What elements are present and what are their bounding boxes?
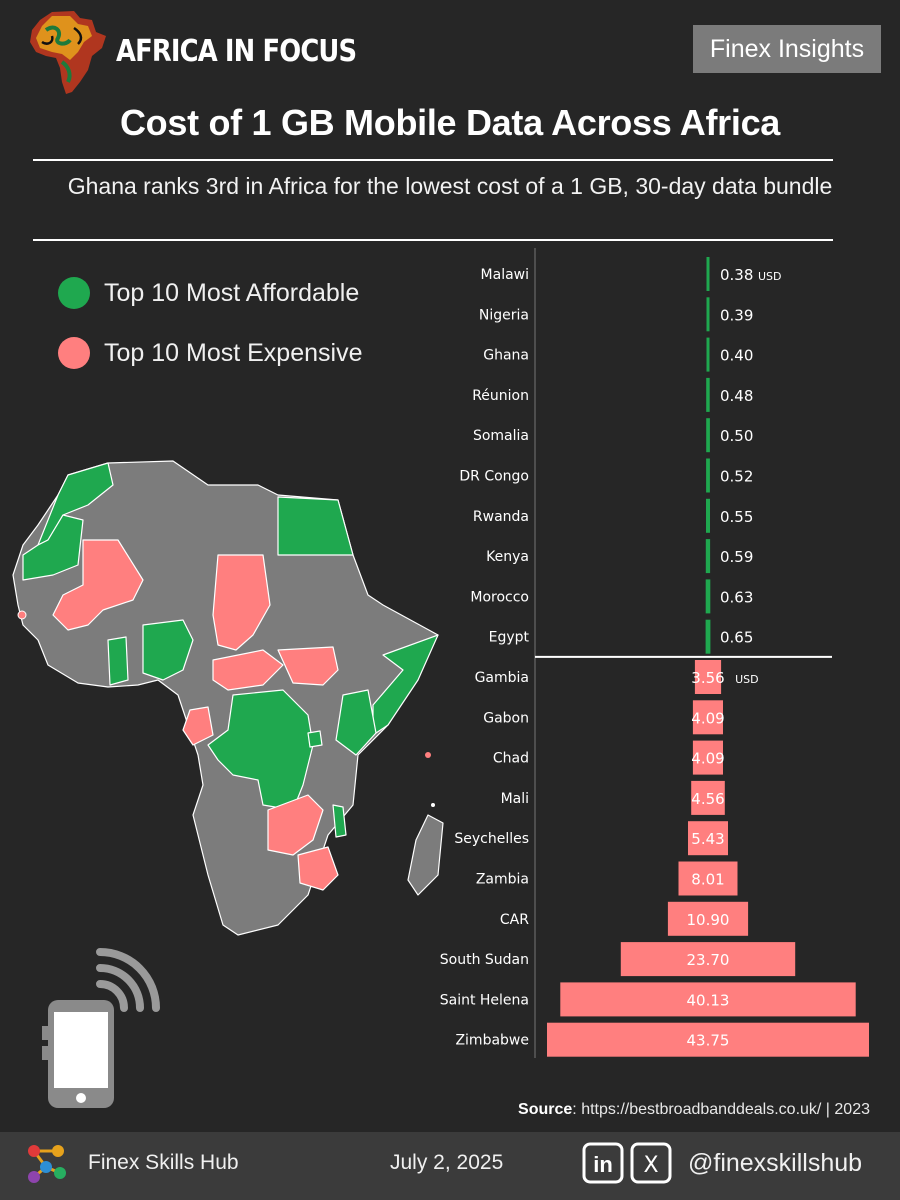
- category-label-saint-helena: Saint Helena: [440, 992, 529, 1008]
- source-text: : https://bestbroadbanddeals.co.uk/ | 20…: [572, 1101, 870, 1118]
- map-reunion: [431, 803, 435, 807]
- category-label-kenya: Kenya: [486, 549, 529, 565]
- bar-chart: Malawi 0.38 USD Nigeria 0.39 Ghana 0.40 Réunion…: [440, 246, 900, 1066]
- footer-date: July 2, 2025: [390, 1151, 503, 1175]
- bar-ghana: [707, 338, 710, 372]
- category-label-zambia: Zambia: [476, 872, 529, 888]
- value-label-zimbabwe: 43.75: [687, 1032, 730, 1050]
- value-label-r-union: 0.48: [720, 387, 753, 405]
- value-label-kenya: 0.59: [720, 548, 753, 566]
- value-label-car: 10.90: [687, 911, 730, 929]
- category-label-rwanda: Rwanda: [473, 509, 529, 525]
- value-label-gambia: 3.56: [691, 669, 724, 687]
- phone-signal-icon: [40, 948, 170, 1113]
- value-label-south-sudan: 23.70: [687, 951, 730, 969]
- bar-r-union: [706, 378, 710, 412]
- map-madagascar: [408, 815, 443, 895]
- legend-swatch-expensive: [58, 337, 90, 369]
- brand-title: AFRICA IN FOCUS: [116, 34, 356, 69]
- legend-item-expensive: Top 10 Most Expensive: [58, 337, 362, 369]
- value-label-rwanda: 0.55: [720, 508, 753, 526]
- map-gambia: [18, 611, 26, 619]
- x-icon[interactable]: X: [630, 1142, 672, 1184]
- category-label-nigeria: Nigeria: [479, 307, 529, 323]
- bar-morocco: [706, 579, 711, 613]
- category-label-r-union: Réunion: [472, 388, 529, 404]
- value-label-morocco: 0.63: [720, 588, 753, 606]
- value-label-mali: 4.56: [691, 790, 724, 808]
- category-label-gabon: Gabon: [483, 710, 529, 726]
- value-label-zambia: 8.01: [691, 871, 724, 889]
- legend-swatch-affordable: [58, 277, 90, 309]
- map-zimbabwe: [298, 847, 338, 890]
- x-glyph: X: [643, 1153, 658, 1178]
- legend-label-affordable: Top 10 Most Affordable: [104, 279, 359, 308]
- value-label-chad: 4.09: [691, 750, 724, 768]
- value-label-egypt: 0.65: [720, 629, 753, 647]
- subtitle: Ghana ranks 3rd in Africa for the lowest…: [30, 172, 870, 201]
- category-label-dr-congo: DR Congo: [459, 469, 529, 485]
- category-label-ghana: Ghana: [483, 348, 529, 364]
- category-label-gambia: Gambia: [475, 670, 529, 686]
- source-note: Source: https://bestbroadbanddeals.co.uk…: [518, 1101, 870, 1119]
- footer-handle[interactable]: @finexskillshub: [688, 1149, 862, 1178]
- value-label-dr-congo: 0.52: [720, 468, 753, 486]
- value-label-gabon: 4.09: [691, 709, 724, 727]
- bar-nigeria: [707, 297, 710, 331]
- page-title: Cost of 1 GB Mobile Data Across Africa: [0, 102, 900, 144]
- source-label: Source: [518, 1101, 572, 1118]
- hub-logo-icon: [22, 1137, 72, 1187]
- map-ghana: [108, 637, 128, 685]
- bar-somalia: [706, 418, 710, 452]
- value-label-saint-helena: 40.13: [687, 991, 730, 1009]
- value-label-seychelles: 5.43: [691, 830, 724, 848]
- map-seychelles: [425, 752, 431, 758]
- category-label-south-sudan: South Sudan: [440, 952, 529, 968]
- subtitle-divider: [33, 239, 833, 241]
- category-label-egypt: Egypt: [489, 630, 530, 646]
- category-label-malawi: Malawi: [481, 267, 529, 283]
- value-label-ghana: 0.40: [720, 347, 753, 365]
- legend-item-affordable: Top 10 Most Affordable: [58, 277, 359, 309]
- bar-malawi: [707, 257, 710, 291]
- bar-dr-congo: [706, 459, 710, 493]
- value-label-somalia: 0.50: [720, 427, 753, 445]
- footer-org: Finex Skills Hub: [88, 1151, 239, 1175]
- unit-label-0: USD: [758, 270, 782, 283]
- bar-kenya: [706, 539, 710, 573]
- bar-egypt: [706, 620, 711, 654]
- linkedin-glyph: in: [593, 1152, 613, 1177]
- publisher-badge: Finex Insights: [693, 25, 881, 73]
- map-rwanda: [308, 731, 322, 747]
- africa-logo-icon: [22, 8, 110, 96]
- value-label-malawi: 0.38: [720, 266, 753, 284]
- unit-label-1: USD: [735, 673, 759, 686]
- value-label-nigeria: 0.39: [720, 306, 753, 324]
- linkedin-icon[interactable]: in: [582, 1142, 624, 1184]
- category-label-chad: Chad: [493, 751, 529, 767]
- category-label-car: CAR: [500, 912, 529, 928]
- map-egypt: [278, 497, 353, 555]
- category-label-seychelles: Seychelles: [454, 831, 529, 847]
- category-label-mali: Mali: [501, 791, 529, 807]
- category-label-zimbabwe: Zimbabwe: [455, 1033, 529, 1049]
- legend-label-expensive: Top 10 Most Expensive: [104, 339, 362, 368]
- category-label-morocco: Morocco: [470, 589, 529, 605]
- bar-rwanda: [706, 499, 710, 533]
- title-divider: [33, 159, 833, 161]
- category-label-somalia: Somalia: [473, 428, 529, 444]
- map-kenya: [336, 690, 376, 755]
- africa-map: [8, 455, 448, 945]
